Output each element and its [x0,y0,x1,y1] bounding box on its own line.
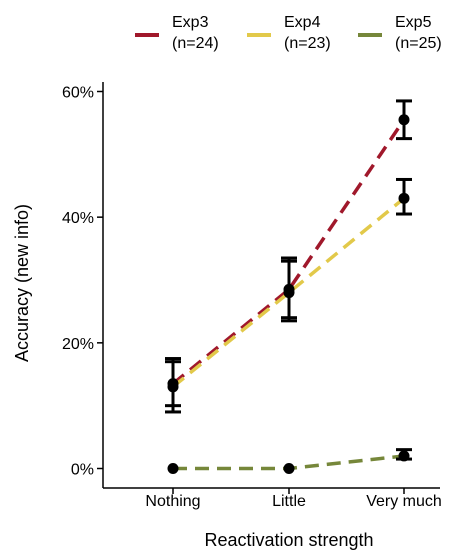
axes: 0% 20% 40% 60% Nothing Little Very much [62,82,442,510]
x-axis-title: Reactivation strength [204,530,373,550]
data-points [167,114,410,474]
legend-label-exp4: Exp4 [284,14,321,31]
legend: Exp3 (n=24) Exp4 (n=23) Exp5 (n=25) [135,14,442,52]
y-tick-label: 0% [71,462,94,479]
legend-n-exp4: (n=23) [284,35,331,52]
data-point-exp4 [167,381,179,393]
data-point-exp4 [398,192,410,204]
y-tick-label: 20% [62,336,94,353]
series-line-exp3 [171,118,406,386]
series-line-exp4 [171,196,406,389]
x-tick-label: Very much [366,493,442,510]
legend-n-exp3: (n=24) [172,35,219,52]
data-point-exp5 [283,463,295,474]
y-tick-label: 40% [62,210,94,227]
y-axis-title: Accuracy (new info) [12,204,32,362]
legend-label-exp3: Exp3 [172,14,209,31]
error-bars [165,99,412,461]
y-tick-label: 60% [62,85,94,102]
x-tick-label: Nothing [145,493,200,510]
data-point-exp3 [398,114,410,126]
legend-label-exp5: Exp5 [395,14,432,31]
data-point-exp5 [167,463,179,474]
legend-n-exp5: (n=25) [395,35,442,52]
data-point-exp4 [283,287,295,299]
data-point-exp5 [398,450,410,462]
x-tick-label: Little [272,493,306,510]
